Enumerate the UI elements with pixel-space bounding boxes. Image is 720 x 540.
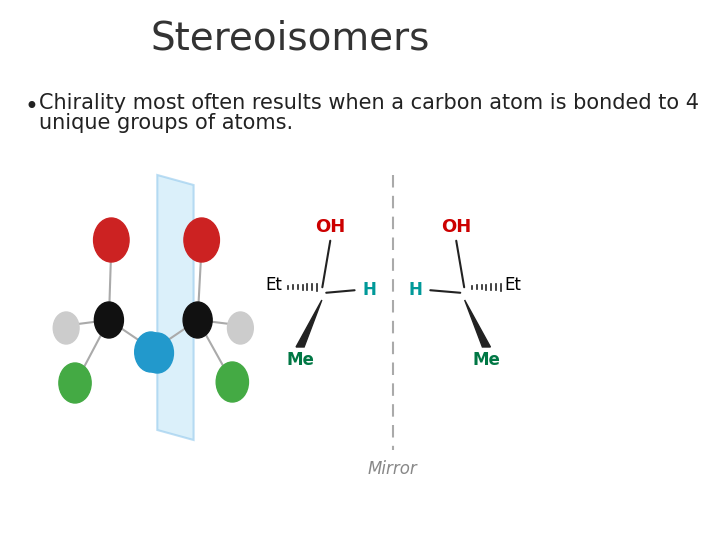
Text: Stereoisomers: Stereoisomers <box>150 19 430 57</box>
Text: Et: Et <box>504 276 521 294</box>
Circle shape <box>94 302 123 338</box>
Circle shape <box>59 363 91 403</box>
Text: OH: OH <box>441 218 471 236</box>
Polygon shape <box>464 300 490 347</box>
Text: H: H <box>363 281 377 299</box>
Text: •: • <box>24 95 38 119</box>
Circle shape <box>94 218 129 262</box>
Circle shape <box>135 332 167 372</box>
Polygon shape <box>296 300 322 347</box>
Circle shape <box>184 218 220 262</box>
Text: Chirality most often results when a carbon atom is bonded to 4: Chirality most often results when a carb… <box>39 93 698 113</box>
Circle shape <box>183 302 212 338</box>
Text: Et: Et <box>266 276 282 294</box>
Polygon shape <box>157 175 194 440</box>
Circle shape <box>53 312 79 344</box>
Text: H: H <box>408 281 422 299</box>
Circle shape <box>216 362 248 402</box>
Circle shape <box>228 312 253 344</box>
Text: Mirror: Mirror <box>368 460 418 478</box>
Circle shape <box>141 333 174 373</box>
Text: Me: Me <box>472 351 500 369</box>
Text: Me: Me <box>287 351 315 369</box>
Text: unique groups of atoms.: unique groups of atoms. <box>39 113 293 133</box>
Text: OH: OH <box>315 218 346 236</box>
